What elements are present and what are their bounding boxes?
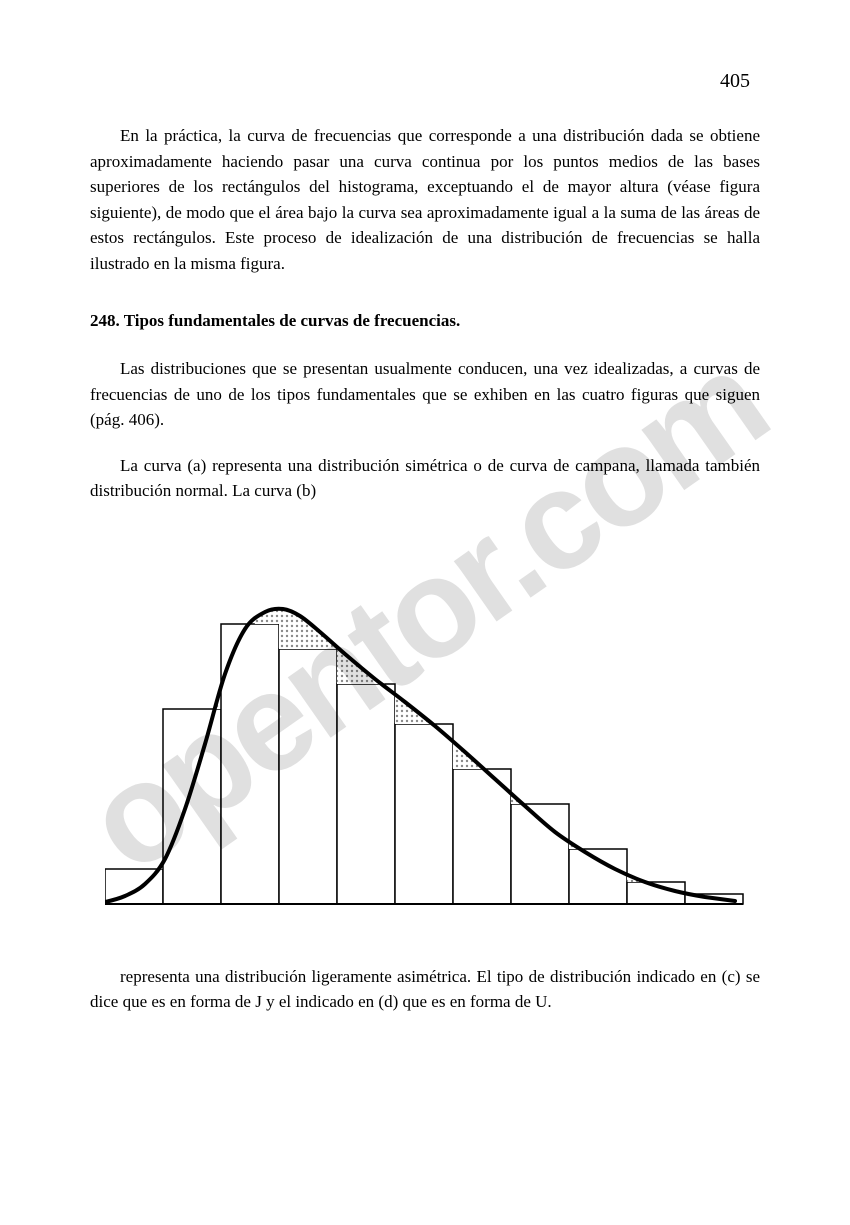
paragraph-4: representa una distribución ligeramente …: [90, 964, 760, 1015]
chart-svg: [105, 534, 745, 924]
paragraph-1: En la práctica, la curva de frecuencias …: [90, 123, 760, 276]
paragraph-3: La curva (a) representa una distribución…: [90, 453, 760, 504]
section-heading: 248. Tipos fundamentales de curvas de fr…: [90, 311, 760, 331]
page-content: 405 En la práctica, la curva de frecuenc…: [0, 0, 850, 1095]
histogram-chart: [105, 534, 745, 924]
page-number: 405: [90, 70, 750, 93]
paragraph-2: Las distribuciones que se presentan usua…: [90, 356, 760, 433]
